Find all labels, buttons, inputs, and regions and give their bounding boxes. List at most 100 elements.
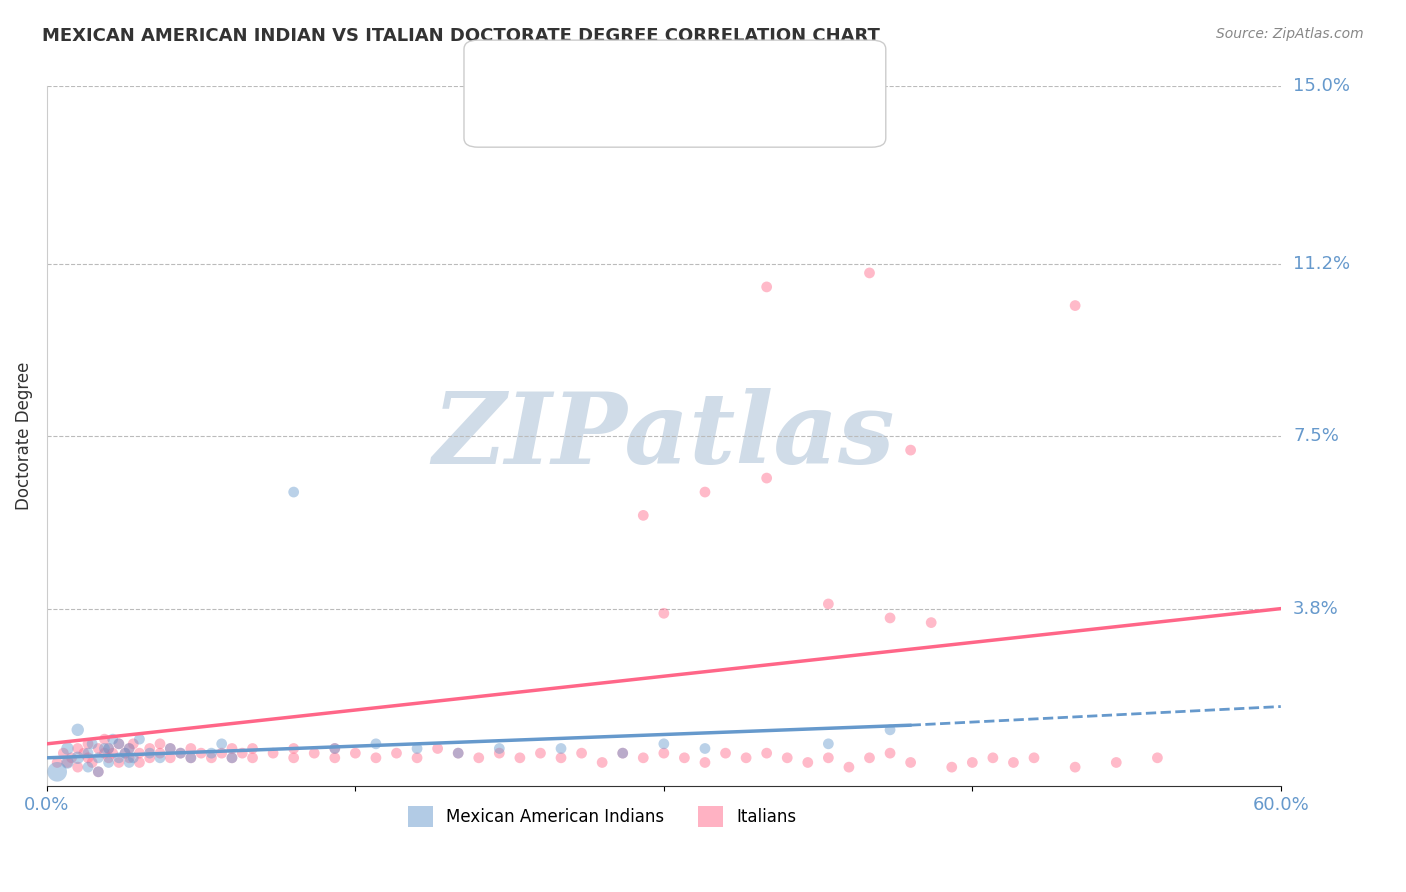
Point bbox=[56, 756, 79, 770]
Text: N =: N = bbox=[612, 71, 659, 89]
Point bbox=[108, 737, 131, 751]
Point bbox=[66, 751, 89, 765]
Point bbox=[138, 746, 160, 760]
Point bbox=[122, 751, 145, 765]
Point bbox=[114, 746, 136, 760]
Point bbox=[108, 756, 131, 770]
Point bbox=[87, 751, 110, 765]
Point bbox=[879, 723, 901, 737]
Point bbox=[97, 751, 120, 765]
Point bbox=[693, 485, 716, 500]
Point bbox=[468, 751, 491, 765]
Point bbox=[114, 746, 136, 760]
Point bbox=[242, 741, 264, 756]
Point bbox=[77, 760, 100, 774]
Point bbox=[108, 751, 131, 765]
Point bbox=[714, 746, 737, 760]
Point bbox=[817, 597, 839, 611]
Point bbox=[776, 751, 799, 765]
Point bbox=[159, 741, 181, 756]
Point bbox=[221, 751, 243, 765]
Point bbox=[323, 741, 346, 756]
Point bbox=[652, 607, 675, 621]
Text: ■: ■ bbox=[499, 70, 520, 90]
Text: N =: N = bbox=[612, 107, 659, 125]
Point bbox=[633, 751, 655, 765]
Text: 11.2%: 11.2% bbox=[1294, 254, 1350, 273]
Point bbox=[858, 751, 880, 765]
Point bbox=[66, 723, 89, 737]
Point bbox=[735, 751, 758, 765]
Point bbox=[82, 756, 104, 770]
Point bbox=[283, 485, 305, 500]
Point bbox=[180, 751, 202, 765]
Point bbox=[550, 741, 572, 756]
Point bbox=[406, 741, 429, 756]
Point bbox=[447, 746, 470, 760]
Point bbox=[46, 764, 69, 779]
Point bbox=[118, 751, 141, 765]
Point bbox=[817, 737, 839, 751]
Point bbox=[77, 751, 100, 765]
Point bbox=[108, 737, 131, 751]
Point bbox=[652, 746, 675, 760]
Point bbox=[118, 741, 141, 756]
Point bbox=[211, 746, 233, 760]
Point bbox=[149, 746, 172, 760]
Point bbox=[128, 756, 150, 770]
Point bbox=[73, 746, 96, 760]
Point bbox=[962, 756, 984, 770]
Point bbox=[283, 741, 305, 756]
Point bbox=[755, 471, 778, 485]
Point bbox=[97, 741, 120, 756]
Point bbox=[302, 746, 325, 760]
Point bbox=[118, 741, 141, 756]
Point bbox=[488, 741, 510, 756]
Point bbox=[1064, 299, 1087, 313]
Point bbox=[797, 756, 820, 770]
Point bbox=[364, 737, 387, 751]
Point bbox=[673, 751, 696, 765]
Point bbox=[87, 764, 110, 779]
Text: 3.8%: 3.8% bbox=[1294, 599, 1339, 617]
Point bbox=[612, 746, 634, 760]
Point bbox=[159, 751, 181, 765]
Point bbox=[52, 746, 75, 760]
Point bbox=[900, 756, 922, 770]
Legend: Mexican American Indians, Italians: Mexican American Indians, Italians bbox=[401, 800, 803, 833]
Point bbox=[200, 751, 222, 765]
Point bbox=[633, 508, 655, 523]
Point bbox=[159, 741, 181, 756]
Point bbox=[93, 741, 115, 756]
Point bbox=[122, 737, 145, 751]
Text: MEXICAN AMERICAN INDIAN VS ITALIAN DOCTORATE DEGREE CORRELATION CHART: MEXICAN AMERICAN INDIAN VS ITALIAN DOCTO… bbox=[42, 27, 880, 45]
Point bbox=[101, 746, 124, 760]
Point bbox=[87, 764, 110, 779]
Point bbox=[364, 751, 387, 765]
Point bbox=[817, 751, 839, 765]
Point bbox=[426, 741, 449, 756]
Point bbox=[138, 751, 160, 765]
Text: ■: ■ bbox=[499, 106, 520, 126]
Point bbox=[1022, 751, 1045, 765]
Point bbox=[571, 746, 593, 760]
Point bbox=[1105, 756, 1128, 770]
Point bbox=[344, 746, 367, 760]
Point bbox=[149, 737, 172, 751]
Point bbox=[66, 760, 89, 774]
Point bbox=[1146, 751, 1168, 765]
Text: R =: R = bbox=[527, 107, 564, 125]
Point bbox=[242, 751, 264, 765]
Point bbox=[97, 741, 120, 756]
Text: 7.5%: 7.5% bbox=[1294, 427, 1339, 445]
Point bbox=[1002, 756, 1025, 770]
Point bbox=[323, 741, 346, 756]
Point bbox=[66, 741, 89, 756]
Point bbox=[180, 741, 202, 756]
Text: 0.293: 0.293 bbox=[567, 107, 620, 125]
Point bbox=[97, 756, 120, 770]
Point bbox=[190, 746, 212, 760]
Text: Source: ZipAtlas.com: Source: ZipAtlas.com bbox=[1216, 27, 1364, 41]
Text: 41: 41 bbox=[658, 71, 681, 89]
Point bbox=[488, 746, 510, 760]
